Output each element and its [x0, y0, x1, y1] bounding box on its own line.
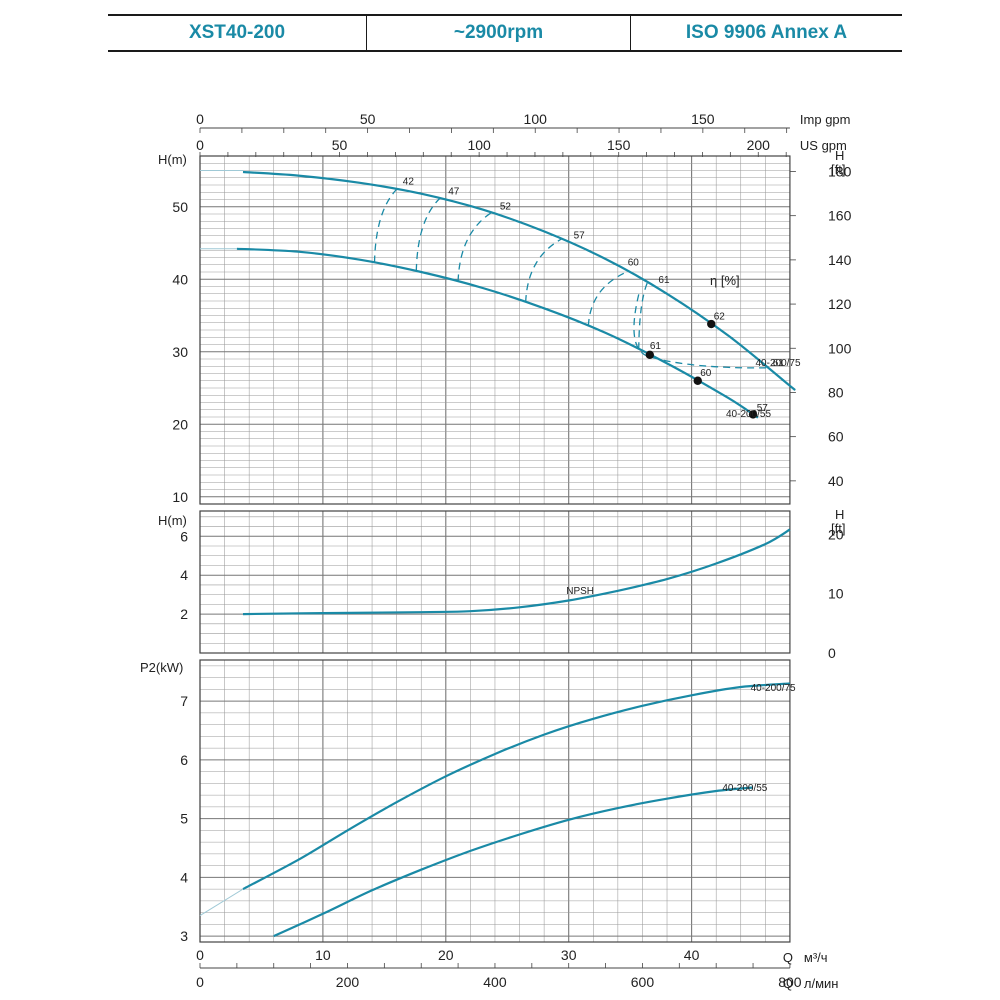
iso-efficiency-47 — [415, 198, 441, 272]
npsh-ytick: 2 — [180, 606, 188, 622]
imp-gpm-tick: 150 — [691, 111, 715, 127]
efficiency-label-62: 62 — [714, 312, 726, 323]
us-gpm-tick: 100 — [467, 137, 491, 153]
npsh-right-unit-h: H — [835, 507, 844, 522]
head-ft-tick: 160 — [828, 208, 852, 224]
power-label-40-200-55: 40-200/55 — [722, 783, 767, 794]
head-ytick: 10 — [172, 489, 188, 505]
eta-unit-label: η [%] — [710, 273, 740, 288]
head-ft-tick: 40 — [828, 473, 844, 489]
power-label-40-200-75: 40-200/75 — [751, 683, 796, 694]
npsh-ft-tick: 10 — [828, 586, 844, 602]
efficiency-label-61: 61 — [658, 275, 670, 286]
npsh-ylabel: H(m) — [158, 513, 187, 528]
power-grid-frame — [199, 659, 791, 943]
q-symbol-m3h: Q — [783, 950, 793, 965]
efficiency-point-60 — [693, 376, 702, 385]
head-ylabel: H(m) — [158, 152, 187, 167]
efficiency-label-60: 60 — [700, 368, 712, 379]
xtick-m3h: 20 — [438, 947, 454, 963]
head-right-unit-ft: [ft] — [831, 162, 845, 177]
power-ytick: 4 — [180, 869, 188, 885]
head-ft-tick: 80 — [828, 384, 844, 400]
efficiency-label-57: 57 — [757, 403, 769, 414]
head-ft-tick: 60 — [828, 429, 844, 445]
q-symbol-lmin: Q — [783, 976, 793, 991]
head-ytick: 30 — [172, 344, 188, 360]
power-curve-40-200-75 — [242, 682, 790, 891]
head-ytick: 20 — [172, 416, 188, 432]
npsh-right-unit-ft: [ft] — [831, 521, 845, 536]
xtick-lmin: 200 — [336, 974, 360, 990]
xtick-m3h: 0 — [196, 947, 204, 963]
speed-title: ~2900rpm — [366, 16, 630, 50]
head-ft-tick: 120 — [828, 296, 852, 312]
imp-gpm-tick: 50 — [360, 111, 376, 127]
xlabel-lmin: л/мин — [804, 976, 839, 991]
head-grid-frame — [199, 155, 791, 505]
efficiency-label-60: 60 — [628, 257, 640, 268]
head-curve-40-200-55 — [236, 247, 759, 419]
power-curve-40-200-55 — [273, 786, 754, 938]
head-ft-tick: 100 — [828, 340, 852, 356]
iso-efficiency-60 — [587, 270, 628, 327]
power-ytick: 7 — [180, 693, 188, 709]
imp-gpm-label: Imp gpm — [800, 112, 851, 127]
npsh-ft-tick: 0 — [828, 645, 836, 661]
npsh-ytick: 4 — [180, 567, 188, 583]
efficiency-point-57 — [748, 410, 758, 419]
standard-title: ISO 9906 Annex A — [630, 16, 902, 50]
xtick-lmin: 400 — [483, 974, 507, 990]
npsh-curve — [242, 528, 791, 616]
efficiency-label-42: 42 — [403, 176, 415, 187]
curve-name-40-200-55: 40-200/55 — [726, 409, 771, 420]
us-gpm-label: US gpm — [800, 138, 847, 153]
npsh-grid-frame — [199, 510, 791, 654]
header-bar: XST40-200 ~2900rpm ISO 9906 Annex A — [108, 14, 902, 52]
us-gpm-tick: 150 — [607, 137, 631, 153]
model-title: XST40-200 — [188, 22, 286, 43]
iso-efficiency-52 — [457, 212, 492, 282]
power-ytick: 3 — [180, 928, 188, 944]
head-ytick: 50 — [172, 199, 188, 215]
npsh-curve-label: NPSH — [566, 586, 594, 597]
power-ylabel: P2(kW) — [140, 660, 183, 675]
efficiency-label-52: 52 — [500, 202, 512, 213]
efficiency-point-62 — [707, 319, 716, 329]
xtick-lmin: 0 — [196, 974, 204, 990]
power-75-start-ext — [199, 888, 244, 916]
npsh-ytick: 6 — [180, 528, 188, 544]
xtick-lmin: 800 — [778, 974, 802, 990]
head-right-unit-h: H — [835, 148, 844, 163]
efficiency-point-61 — [645, 350, 655, 360]
efficiency-label-57: 57 — [574, 231, 586, 242]
npsh-ft-tick: 20 — [828, 526, 844, 542]
xtick-m3h: 10 — [315, 947, 331, 963]
power-ytick: 6 — [180, 752, 188, 768]
xtick-m3h: 30 — [561, 947, 577, 963]
efficiency-label-61: 61 — [773, 358, 785, 369]
curve-name-40-200-75: 40-200/75 — [756, 358, 801, 369]
iso-efficiency-61 — [638, 282, 648, 350]
head-ft-tick: 180 — [828, 163, 852, 179]
iso-efficiency-57 — [525, 238, 562, 303]
head-ytick: 40 — [172, 271, 188, 287]
xtick-lmin: 600 — [631, 974, 655, 990]
head-ft-tick: 140 — [828, 252, 852, 268]
iso-efficiency-61-boundary — [633, 294, 768, 369]
us-gpm-tick: 200 — [747, 137, 771, 153]
us-gpm-tick: 0 — [196, 137, 204, 153]
imp-gpm-tick: 0 — [196, 111, 204, 127]
imp-gpm-tick: 100 — [524, 111, 548, 127]
efficiency-label-47: 47 — [448, 187, 460, 198]
efficiency-label-61: 61 — [650, 341, 662, 352]
power-ytick: 5 — [180, 811, 188, 827]
xlabel-m3h: м³/ч — [804, 950, 828, 965]
iso-efficiency-42 — [373, 188, 398, 263]
head-curve-40-200-75 — [242, 170, 796, 391]
us-gpm-tick: 50 — [332, 137, 348, 153]
xtick-m3h: 40 — [684, 947, 700, 963]
